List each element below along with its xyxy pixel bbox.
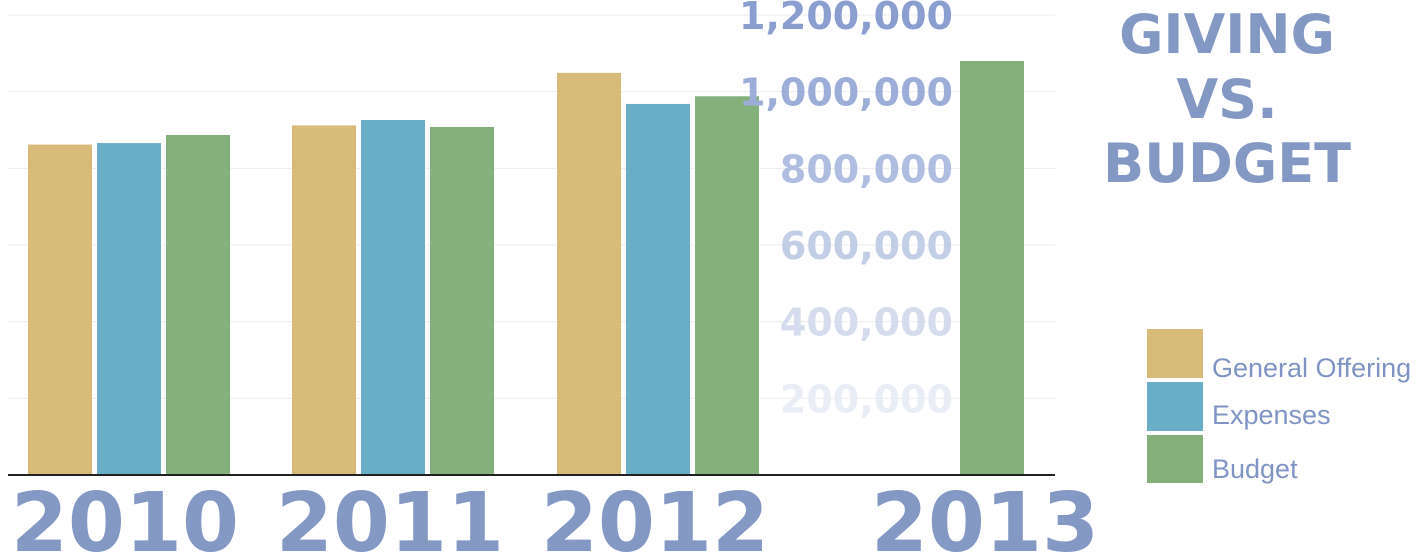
legend-swatch-general-offering (1147, 329, 1203, 378)
y-tick-label: 400,000 (780, 301, 953, 345)
y-tick-label: 200,000 (780, 377, 953, 421)
title-line-3: BUDGET (1103, 132, 1351, 195)
bar-budget-2011 (430, 126, 494, 475)
legend-label-budget: Budget (1212, 454, 1298, 484)
legend-swatch-budget (1147, 435, 1203, 483)
title-line-2: VS. (1176, 68, 1277, 131)
bar-expenses-2011 (361, 120, 425, 476)
y-tick-label: 1,200,000 (739, 0, 953, 38)
bar-expenses-2012 (626, 103, 690, 475)
bar-general-offering-2011 (292, 125, 356, 476)
bar-budget-2010 (166, 134, 230, 475)
legend: General Offering Expenses Budget (1147, 329, 1411, 484)
x-tick-label: 2012 (541, 476, 769, 555)
y-tick-label: 600,000 (780, 224, 953, 268)
bars (28, 61, 1024, 476)
bar-budget-2012 (695, 96, 759, 476)
x-tick-label: 2010 (11, 476, 239, 555)
x-tick-labels: 2010 2011 2012 2013 (11, 476, 1099, 555)
bar-expenses-2010 (97, 143, 161, 476)
title-line-1: GIVING (1119, 3, 1335, 66)
bar-general-offering-2010 (28, 144, 92, 476)
legend-swatch-expenses (1147, 382, 1203, 431)
chart-title: GIVING VS. BUDGET (1103, 3, 1351, 195)
bar-general-offering-2012 (557, 72, 621, 475)
legend-label-expenses: Expenses (1212, 400, 1331, 430)
x-tick-label: 2013 (871, 476, 1099, 555)
y-tick-labels: 200,000 400,000 600,000 800,000 1,000,000 1,2… (739, 0, 953, 421)
y-tick-label: 1,000,000 (739, 71, 953, 115)
legend-label-general-offering: General Offering (1212, 353, 1411, 383)
bar-budget-2013 (960, 61, 1024, 475)
y-tick-label: 800,000 (780, 147, 953, 191)
x-tick-label: 2011 (276, 476, 504, 555)
